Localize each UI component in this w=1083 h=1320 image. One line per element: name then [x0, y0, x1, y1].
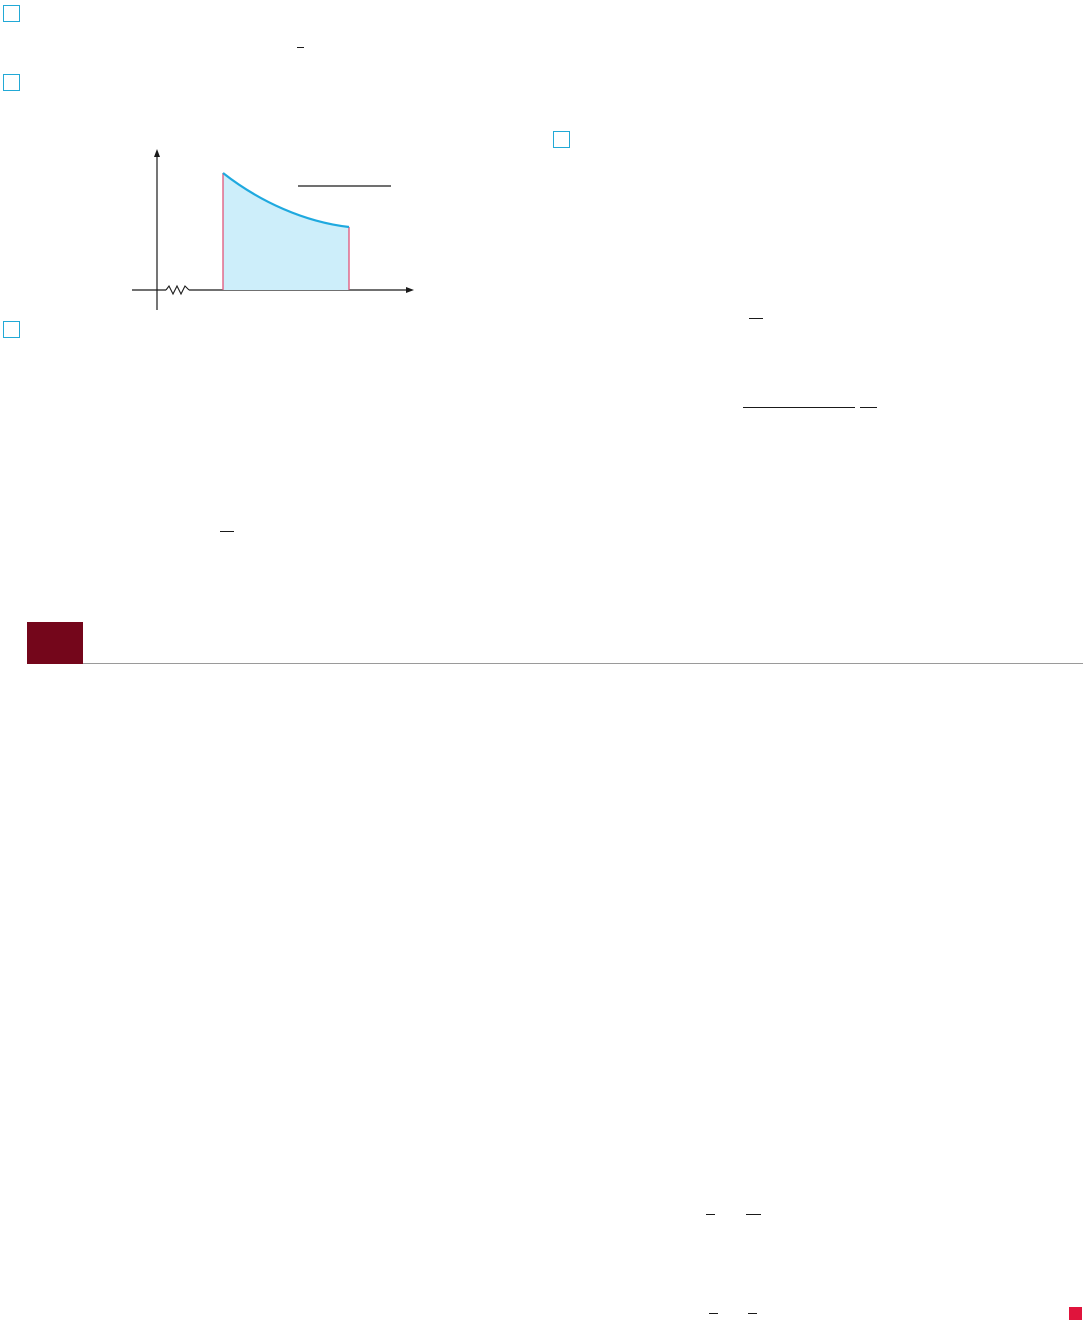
- shaded-region: [223, 173, 349, 290]
- section-number-block: [27, 622, 83, 664]
- y-axis-arrow-icon: [154, 149, 160, 157]
- exercise-marker-icon: [553, 131, 570, 148]
- fraction-bar: [748, 1313, 757, 1315]
- area-figure: [132, 149, 414, 310]
- section-divider: [83, 663, 1083, 664]
- fraction-bar: [297, 47, 304, 49]
- fraction-bar: [709, 1313, 718, 1315]
- fraction-bar: [706, 1214, 715, 1216]
- exercise-marker-icon: [3, 5, 20, 22]
- exercise-marker-icon: [3, 321, 20, 338]
- curve: [222, 172, 350, 229]
- fraction-bar: [743, 407, 855, 409]
- exercise-marker-icon: [3, 74, 20, 91]
- fraction-bar: [749, 318, 763, 320]
- end-of-section-icon: [1069, 1307, 1082, 1320]
- fraction-bar: [220, 531, 234, 533]
- x-axis-arrow-icon: [406, 287, 414, 293]
- axis-break-icon: [165, 284, 190, 296]
- fraction-bar: [746, 1214, 761, 1216]
- fraction-bar: [860, 407, 877, 409]
